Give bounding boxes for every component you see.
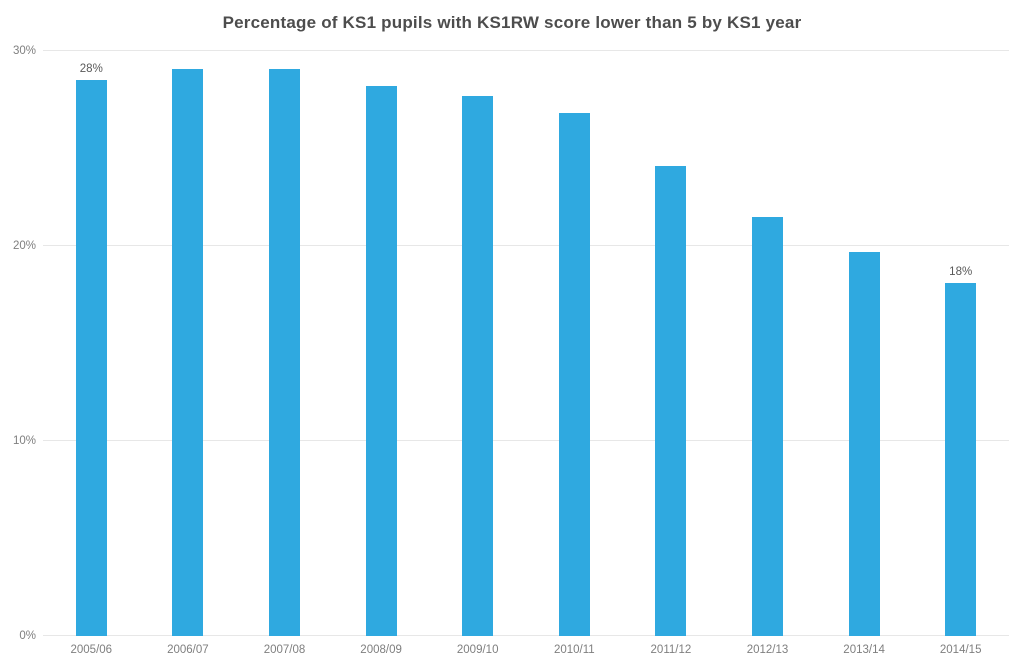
- x-tick-label: 2009/10: [456, 644, 499, 656]
- chart-title: Percentage of KS1 pupils with KS1RW scor…: [222, 13, 802, 32]
- x-tick-label: 2008/09: [360, 644, 402, 656]
- bar: [558, 113, 590, 636]
- x-tick-label: 2012/13: [746, 644, 789, 656]
- x-axis: 2005/06 2006/07 2007/08 2008/09 2009/10 2010/…: [43, 643, 1009, 661]
- bar: [269, 68, 300, 636]
- y-tick-label: 20%: [12, 240, 36, 252]
- x-tick-label: 2010/11: [553, 644, 595, 656]
- bar-value-label: 18%: [949, 266, 973, 279]
- bar: [945, 283, 977, 636]
- x-tick-label: 2011/12: [650, 644, 692, 656]
- gridline: [43, 245, 1009, 246]
- y-tick-label: 30%: [12, 45, 36, 57]
- bar-value-label: 28%: [79, 63, 103, 76]
- y-axis: 0% 10% 20% 30%: [0, 45, 36, 642]
- gridline: [43, 440, 1009, 441]
- bar: [75, 80, 107, 636]
- x-tick-label: 2006/07: [167, 644, 209, 656]
- plot-area: 28% 18%: [43, 50, 1009, 636]
- bar: [462, 95, 494, 636]
- y-tick-label: 10%: [12, 435, 36, 447]
- y-tick-label: 0%: [19, 630, 36, 642]
- x-tick-label: 2005/06: [70, 644, 113, 656]
- gridline: [43, 635, 1009, 636]
- x-tick-label: 2013/14: [843, 644, 885, 656]
- bar: [172, 68, 204, 636]
- gridline: [43, 50, 1009, 51]
- bar: [752, 216, 783, 636]
- x-tick-label: 2014/15: [939, 644, 982, 656]
- bar: [365, 86, 397, 636]
- bar: [655, 166, 687, 636]
- x-tick-label: 2007/08: [263, 644, 306, 656]
- bar: [848, 251, 880, 636]
